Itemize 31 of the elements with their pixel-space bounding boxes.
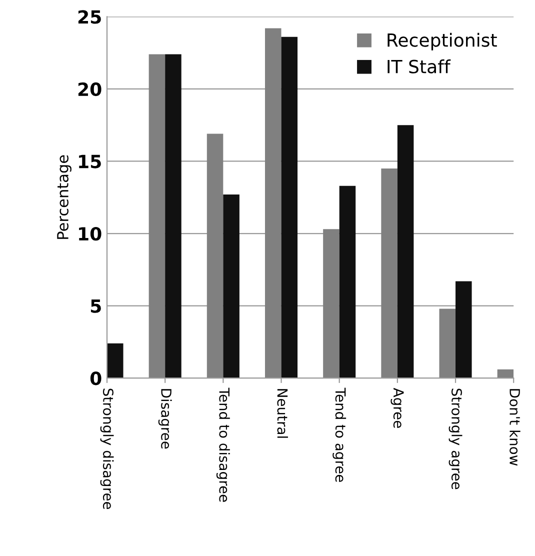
bar [323, 229, 340, 378]
legend-label: Receptionist [388, 32, 497, 50]
bar [397, 125, 414, 378]
y-tick-label: 25 [78, 10, 101, 24]
legend-label: IT Staff [388, 59, 451, 74]
x-tick-label: Strongly disagree [100, 388, 114, 510]
bar [497, 369, 514, 378]
bar [206, 134, 224, 378]
y-axis-title: Percentage [57, 155, 72, 239]
bar [439, 308, 456, 378]
y-tick-label: 0 [90, 372, 102, 386]
x-tick-label: Tend to disagree [216, 388, 230, 502]
x-tick-label: Don't know [510, 389, 520, 466]
bar [107, 343, 124, 378]
x-tick-label: Neutral [277, 389, 288, 438]
x-tick-label: Tend to agree [332, 388, 346, 482]
bar [456, 281, 472, 378]
y-tick-label: 5 [90, 299, 101, 313]
bar [148, 54, 166, 378]
y-tick-label: 20 [78, 82, 102, 96]
x-tick-label: Agree [390, 388, 404, 428]
bar [223, 194, 240, 378]
x-tick-label: Strongly agree [448, 388, 462, 490]
bar [264, 28, 282, 378]
bar [281, 36, 298, 378]
x-tick-label: Disagree [158, 389, 172, 449]
bar [165, 54, 182, 378]
bar [339, 186, 356, 378]
bar [381, 168, 398, 378]
y-tick-label: 10 [79, 226, 102, 241]
y-tick-label: 15 [79, 154, 101, 168]
